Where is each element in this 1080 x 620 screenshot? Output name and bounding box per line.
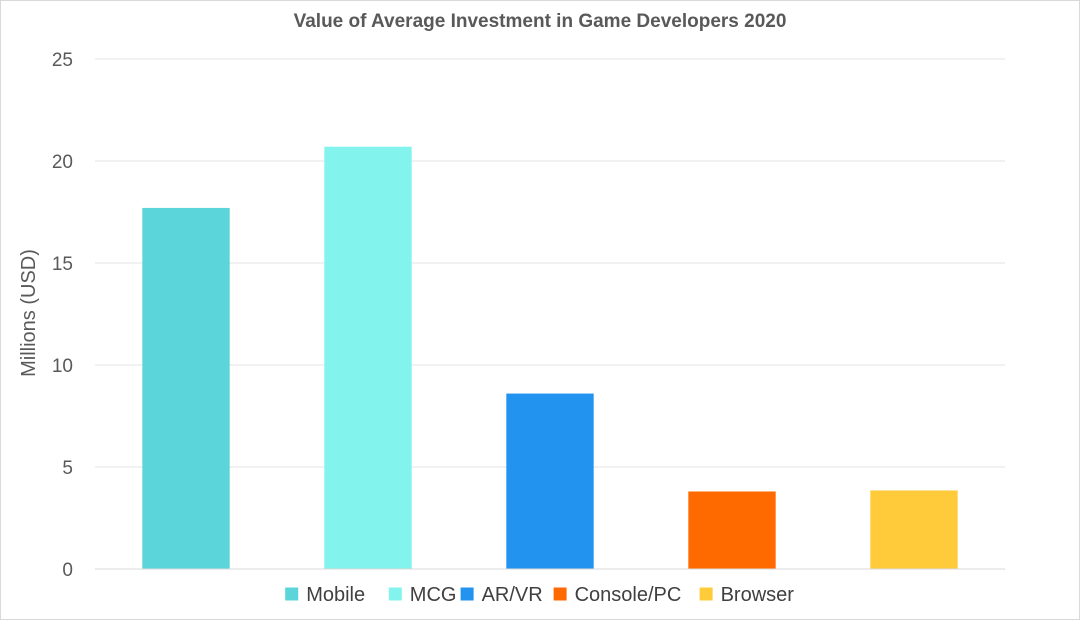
legend-swatch-console-pc xyxy=(553,587,567,601)
legend-swatch-ar-vr xyxy=(460,587,474,601)
bar-mobile xyxy=(142,207,230,570)
y-tick-label-3: 15 xyxy=(52,254,73,275)
y-axis-ticks: 0 5 10 15 20 25 xyxy=(52,50,73,581)
legend-label-mobile: Mobile xyxy=(306,584,365,606)
bar-mcg xyxy=(324,146,412,569)
bars xyxy=(142,146,958,570)
legend: Mobile MCG AR/VR Console/PC Browser xyxy=(285,584,794,606)
legend-swatch-browser xyxy=(699,587,713,601)
legend-swatch-mobile xyxy=(285,587,299,601)
legend-label-mcg: MCG xyxy=(410,584,457,606)
legend-label-browser: Browser xyxy=(721,584,795,606)
y-tick-label-2: 10 xyxy=(52,356,73,377)
y-tick-label-0: 0 xyxy=(62,560,73,581)
bar-browser xyxy=(870,490,958,569)
y-axis-title: Millions (USD) xyxy=(18,249,40,377)
y-tick-label-1: 5 xyxy=(62,458,73,479)
chart-title: Value of Average Investment in Game Deve… xyxy=(294,11,787,32)
gridlines xyxy=(95,58,1005,468)
bar-ar-vr xyxy=(506,393,594,569)
y-tick-label-5: 25 xyxy=(52,50,73,71)
legend-swatch-mcg xyxy=(388,587,402,601)
legend-label-console-pc: Console/PC xyxy=(575,584,682,606)
legend-label-ar-vr: AR/VR xyxy=(482,584,543,606)
y-tick-label-4: 20 xyxy=(52,152,73,173)
bar-console-pc xyxy=(688,491,776,569)
